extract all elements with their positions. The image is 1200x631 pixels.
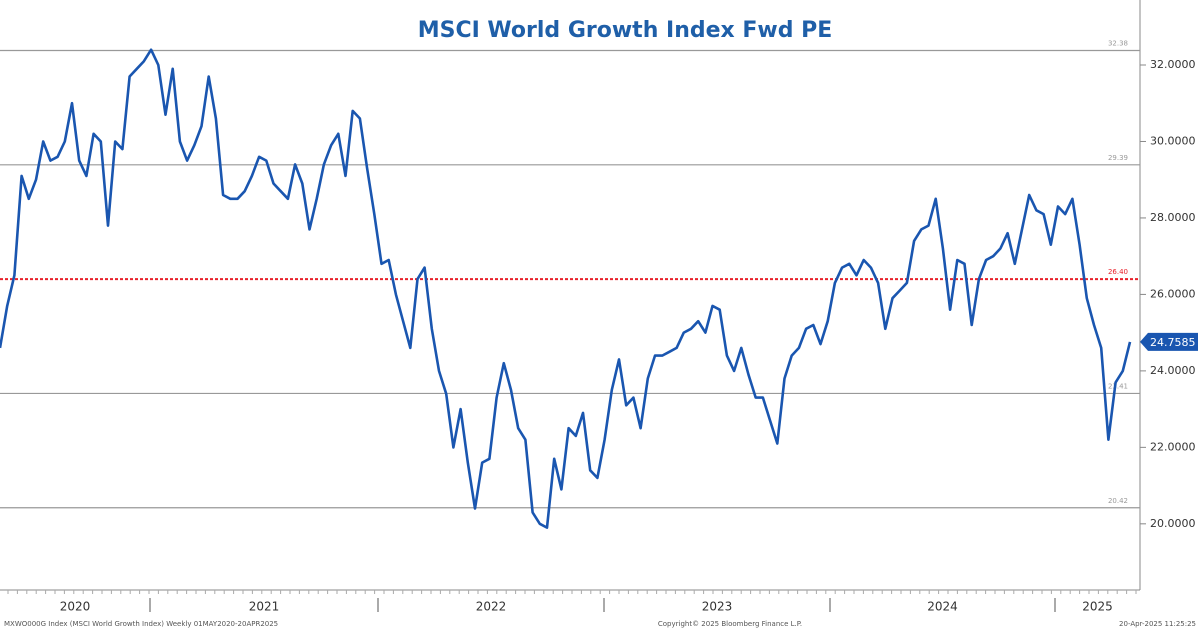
x-tick-label: 2025 (1082, 600, 1113, 614)
reference-label: 20.42 (1108, 497, 1128, 505)
y-tick-label: 30.0000 (1150, 134, 1196, 147)
data-line (0, 48, 1132, 529)
reference-label: 29.39 (1108, 154, 1128, 162)
x-tick-label: 2022 (476, 600, 507, 614)
footer-right: 20-Apr-2025 11:25:25 (1119, 620, 1196, 628)
last-value-tag (1140, 332, 1198, 351)
reference-label: 23.41 (1108, 382, 1128, 390)
y-tick-label: 28.0000 (1150, 211, 1196, 224)
chart-title: MSCI World Growth Index Fwd PE (418, 18, 833, 43)
y-tick-label: 20.0000 (1150, 517, 1196, 530)
y-tick-label: 24.0000 (1150, 364, 1196, 377)
x-tick-label: 2024 (927, 600, 958, 614)
y-tick-label: 32.0000 (1150, 58, 1196, 71)
x-tick-label: 2020 (60, 600, 91, 614)
footer-left: MXWO000G Index (MSCI World Growth Index)… (4, 620, 278, 628)
last-value-label: 24.7585 (1150, 336, 1196, 349)
footer-center: Copyright© 2025 Bloomberg Finance L.P. (658, 620, 802, 628)
y-tick-label: 26.0000 (1150, 287, 1196, 300)
y-tick-label: 22.0000 (1150, 440, 1196, 453)
x-tick-label: 2023 (702, 600, 733, 614)
reference-label: 32.38 (1108, 39, 1128, 47)
reference-label: 26.40 (1108, 268, 1128, 276)
x-tick-label: 2021 (249, 600, 280, 614)
